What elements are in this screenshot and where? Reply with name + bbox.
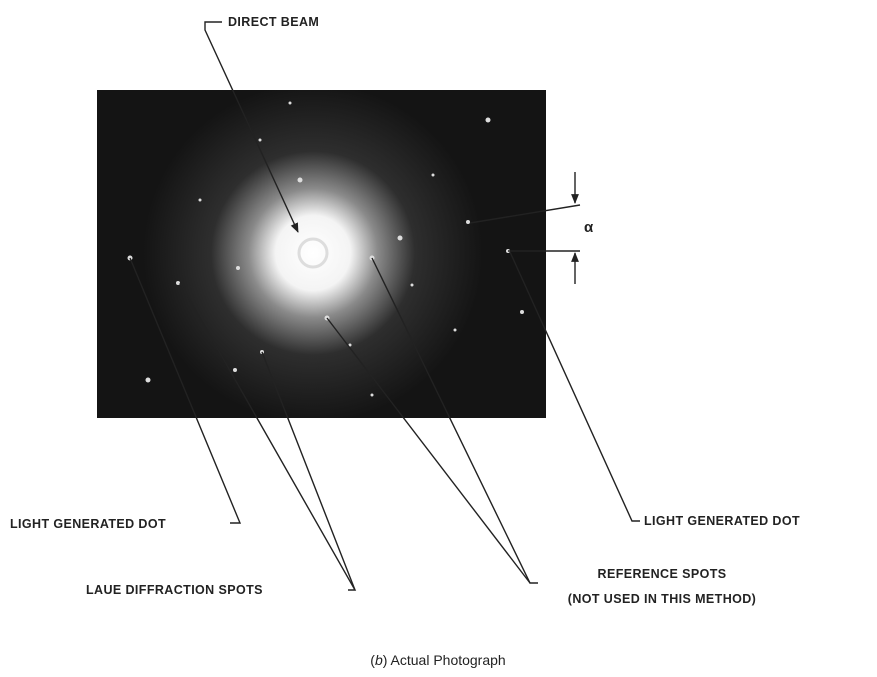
label: (NOT USED IN THIS METHOD) xyxy=(568,592,756,606)
label: DIRECT BEAM xyxy=(228,15,319,29)
caption: (b) Actual Photograph xyxy=(370,652,505,668)
label: REFERENCE SPOTS xyxy=(598,567,727,581)
label: LAUE DIFFRACTION SPOTS xyxy=(86,583,263,597)
caption-part: ) Actual Photograph xyxy=(383,652,506,668)
label: LIGHT GENERATED DOT xyxy=(10,517,166,531)
page: {"labels": {"direct_beam": "DIRECT BEAM"… xyxy=(0,0,877,677)
diagram: DIRECT BEAM α LIGHT GENERATED DOT LIGHT … xyxy=(0,0,877,677)
label: LIGHT GENERATED DOT xyxy=(644,514,800,528)
caption-part: b xyxy=(375,652,383,668)
photograph xyxy=(97,90,546,418)
label: α xyxy=(584,219,594,236)
